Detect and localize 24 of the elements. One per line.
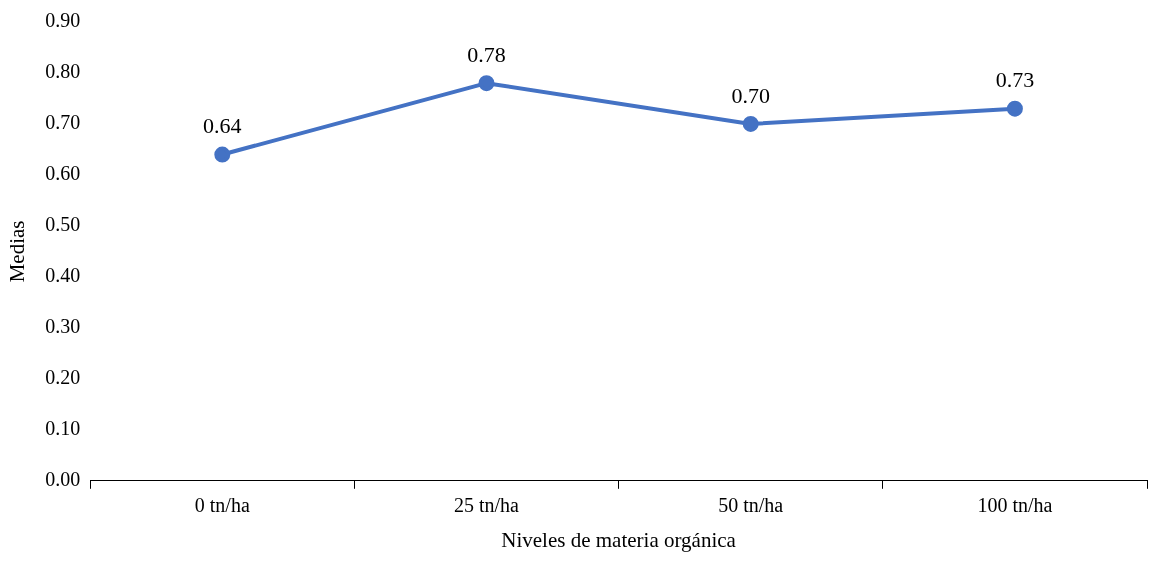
data-label: 0.64 [203, 113, 242, 139]
data-label: 0.70 [731, 82, 770, 108]
y-axis-title: Medias [5, 220, 30, 283]
point [742, 115, 759, 132]
y-tick-label: 0.80 [45, 60, 81, 83]
y-tick-label: 0.90 [45, 9, 81, 32]
x-axis-title: Niveles de materia orgánica [501, 527, 737, 552]
x-tick-label: 25 tn/ha [454, 494, 520, 517]
y-tick-label: 0.20 [45, 366, 81, 389]
point [478, 75, 495, 92]
x-tick-label: 0 tn/ha [194, 494, 250, 517]
y-tick-label: 0.70 [45, 111, 81, 134]
y-tick-label: 0.50 [45, 213, 81, 236]
point [214, 146, 231, 163]
y-tick-label: 0.60 [45, 162, 81, 185]
y-tick-label: 0.30 [45, 315, 81, 338]
y-tick-label: 0.00 [45, 468, 81, 491]
data-label: 0.73 [995, 67, 1035, 93]
data-label: 0.78 [467, 41, 506, 67]
y-tick-label: 0.10 [45, 417, 81, 440]
point [1006, 100, 1023, 117]
x-tick-label: 100 tn/ha [977, 494, 1053, 517]
y-tick-label: 0.40 [45, 264, 81, 287]
x-tick-label: 50 tn/ha [718, 494, 784, 517]
